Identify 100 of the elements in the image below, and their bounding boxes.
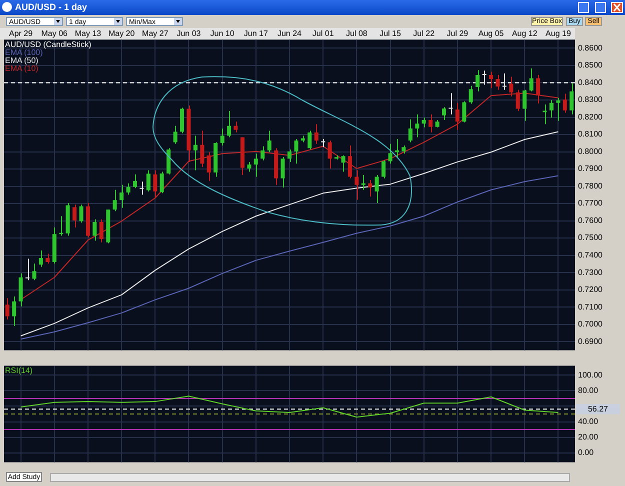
y-tick-label: 0.7500	[578, 233, 604, 242]
candlestick	[374, 174, 379, 204]
candlestick	[442, 106, 446, 121]
x-tick-label: Jul 15	[380, 29, 402, 38]
candlestick	[314, 124, 318, 144]
candlestick	[448, 92, 453, 115]
candlestick	[549, 99, 554, 118]
candlestick	[200, 130, 204, 168]
x-tick-label: Aug 05	[478, 29, 504, 38]
candlestick	[12, 296, 16, 327]
x-tick-label: Jul 01	[312, 29, 334, 38]
candlestick	[415, 114, 420, 138]
candlestick	[280, 156, 285, 188]
text: EMA (10)	[5, 64, 38, 73]
y-tick-label: 0.00	[578, 448, 594, 458]
candlestick	[382, 160, 386, 179]
x-tick-label: Jul 08	[346, 29, 368, 38]
legend-title: AUD/USD (CandleStick)	[5, 40, 92, 49]
x-tick-label: Apr 29	[9, 29, 34, 38]
candlestick	[18, 272, 23, 307]
candlestick	[206, 152, 211, 182]
candlestick	[542, 104, 547, 125]
candlestick	[140, 181, 144, 196]
y-tick-label: 0.7800	[578, 181, 604, 190]
candlestick	[92, 218, 97, 242]
candlestick	[489, 71, 494, 89]
y-tick-label: 0.7200	[578, 285, 604, 294]
candlestick	[193, 135, 198, 171]
y-tick-label: 0.8400	[578, 78, 604, 87]
candlestick	[516, 89, 520, 112]
y-tick-label: 0.8300	[578, 95, 604, 104]
candlestick	[46, 253, 50, 264]
x-tick-label: Jun 24	[277, 29, 302, 38]
x-tick-label: Jul 29	[446, 29, 469, 38]
candlestick	[5, 298, 10, 320]
text: RSI(14)	[5, 366, 33, 375]
candlestick	[556, 97, 560, 122]
candlestick	[32, 263, 36, 281]
candlestick	[462, 100, 466, 123]
candlestick	[570, 82, 574, 115]
candlestick	[388, 143, 392, 164]
candlestick	[368, 180, 372, 197]
candlestick	[455, 102, 460, 130]
candlestick	[476, 70, 480, 92]
candlestick	[254, 153, 258, 178]
candlestick	[146, 170, 150, 192]
y-tick-label: 0.7300	[578, 268, 604, 277]
candlestick	[180, 107, 184, 134]
y-tick-label: 0.8500	[578, 60, 604, 70]
candlestick	[153, 170, 158, 199]
candlestick	[25, 258, 30, 281]
candlestick	[361, 174, 366, 190]
x-tick-label: Aug 19	[546, 29, 572, 38]
candlestick	[308, 130, 312, 150]
candlestick	[120, 184, 124, 208]
y-tick-label: 0.7400	[578, 250, 604, 260]
candlestick	[227, 110, 232, 138]
candlestick	[529, 68, 534, 92]
candlestick	[536, 74, 540, 104]
x-tick-label: Aug 12	[512, 29, 538, 38]
y-tick-label: 0.8000	[578, 146, 604, 156]
candlestick	[287, 149, 292, 162]
candlestick	[260, 146, 265, 161]
candlestick	[408, 118, 412, 143]
x-tick-label: May 13	[74, 29, 102, 38]
candlestick	[341, 154, 346, 172]
candlestick	[126, 182, 130, 196]
candlestick	[112, 189, 117, 212]
x-tick-label: May 27	[142, 29, 169, 38]
candlestick	[348, 145, 352, 179]
x-tick-label: May 06	[41, 29, 68, 38]
text: EMA (100)	[5, 48, 43, 57]
y-tick-label: 0.8100	[578, 130, 604, 139]
candlestick	[132, 174, 138, 189]
y-tick-label: 0.7000	[578, 320, 604, 329]
y-tick-label: 20.00	[578, 432, 599, 442]
candlestick	[509, 76, 514, 97]
y-tick-label: 0.8200	[578, 112, 604, 122]
y-tick-label: 80.00	[578, 386, 599, 395]
x-tick-label: Jul 22	[413, 29, 436, 38]
candlestick	[267, 130, 272, 153]
candlestick	[496, 74, 500, 90]
candlestick	[79, 204, 84, 224]
chart-title: AUD/USD - 1 day	[15, 2, 88, 12]
y-tick-label: 0.6900	[578, 336, 604, 346]
y-tick-label: 40.00	[578, 416, 599, 426]
candlestick	[328, 140, 332, 169]
candlestick	[173, 125, 178, 144]
y-tick-label: 0.7700	[578, 198, 604, 208]
candlestick	[220, 128, 224, 146]
candlestick	[72, 204, 77, 228]
candlestick	[99, 218, 104, 243]
y-tick-label: 100.00	[578, 370, 604, 380]
candlestick	[562, 93, 567, 114]
candlestick	[294, 138, 298, 164]
candlestick	[522, 89, 527, 122]
x-tick-label: Jun 17	[244, 29, 268, 38]
candlestick	[354, 170, 359, 200]
candlestick	[422, 117, 426, 128]
y-tick-label: 0.7900	[578, 164, 604, 174]
